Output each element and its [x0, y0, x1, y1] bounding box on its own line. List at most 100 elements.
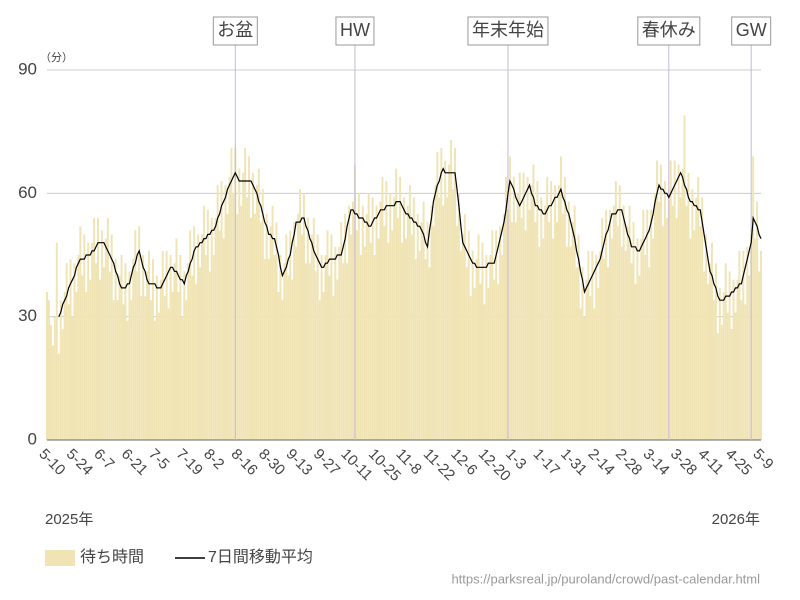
bar — [485, 255, 488, 440]
bar — [189, 230, 192, 440]
bar — [561, 213, 564, 440]
bar — [569, 246, 572, 440]
bar — [420, 222, 423, 440]
bar — [424, 259, 427, 440]
x-tick-label: 4-25 — [722, 446, 755, 479]
bar — [169, 255, 172, 440]
bar — [536, 181, 539, 440]
bar — [259, 222, 262, 440]
bar — [467, 230, 470, 440]
bar — [416, 213, 419, 440]
x-tick-label: 4-11 — [694, 446, 726, 478]
bar — [265, 213, 268, 440]
bar — [603, 259, 606, 440]
bar — [622, 205, 625, 440]
bar — [422, 201, 425, 440]
bar — [146, 271, 149, 440]
bar — [463, 213, 466, 440]
bar — [352, 201, 354, 440]
x-tick-label: 5-10 — [35, 446, 68, 479]
bar — [626, 226, 629, 440]
bar — [732, 279, 735, 440]
bar — [161, 250, 164, 440]
bar — [314, 271, 317, 440]
bar — [338, 246, 341, 440]
bar — [157, 312, 160, 440]
y-tick-label: 0 — [28, 429, 37, 448]
bar — [414, 259, 417, 440]
bar — [242, 172, 245, 440]
annotation-label: 春休み — [642, 20, 696, 40]
bar — [104, 238, 107, 440]
bar — [583, 316, 586, 440]
bar — [730, 329, 733, 440]
bar — [348, 205, 351, 440]
bar — [318, 300, 321, 440]
bar — [687, 172, 690, 440]
bar — [326, 230, 329, 440]
bar — [367, 193, 370, 440]
bar — [361, 205, 364, 440]
bar — [546, 176, 549, 440]
bar — [283, 263, 286, 440]
bar — [381, 176, 384, 440]
bar — [742, 250, 745, 440]
x-tick-label: 6-21 — [118, 446, 151, 479]
bar — [752, 156, 755, 441]
bar — [316, 234, 319, 440]
year-start: 2025年 — [45, 511, 93, 528]
bar — [473, 287, 476, 440]
bar — [567, 201, 570, 440]
bar — [379, 201, 382, 440]
bar — [677, 164, 680, 441]
bar — [220, 181, 223, 440]
bar — [255, 185, 258, 440]
annotation-label: お盆 — [217, 20, 253, 40]
bar — [714, 263, 717, 440]
bar — [328, 275, 331, 440]
bar — [522, 172, 525, 440]
bar — [712, 300, 715, 440]
y-tick-label: 30 — [18, 306, 37, 325]
bar — [197, 234, 200, 440]
bar — [556, 222, 558, 440]
bar — [471, 250, 474, 440]
bar — [718, 287, 721, 440]
bar — [593, 308, 596, 440]
bar — [758, 271, 761, 440]
x-tick-label: 7-5 — [145, 446, 172, 473]
bar — [171, 292, 174, 440]
bar — [148, 250, 150, 440]
bar — [571, 222, 574, 440]
bar — [175, 238, 178, 440]
bar — [93, 218, 96, 440]
bar — [663, 181, 666, 440]
bar — [310, 234, 313, 440]
bar — [269, 226, 272, 440]
bar — [301, 234, 303, 440]
bar — [120, 255, 123, 440]
bar — [285, 234, 288, 440]
bar — [550, 181, 553, 440]
bar — [503, 213, 506, 440]
bar — [308, 263, 311, 440]
bar — [210, 218, 213, 440]
bar — [312, 218, 315, 440]
bar — [675, 218, 678, 440]
bar — [344, 213, 347, 440]
bar — [359, 255, 362, 440]
x-tick-label: 9-13 — [283, 446, 316, 479]
bar — [724, 263, 727, 440]
bar — [232, 193, 235, 440]
bar — [573, 205, 576, 440]
bar — [142, 255, 145, 440]
bar — [51, 345, 54, 440]
annotation-label: 年末年始 — [472, 20, 544, 40]
bar — [273, 255, 276, 440]
bar — [487, 287, 490, 440]
legend-swatch — [45, 550, 75, 566]
bar — [483, 304, 486, 440]
bar — [587, 250, 590, 440]
bar — [403, 197, 405, 440]
bar — [83, 234, 86, 440]
